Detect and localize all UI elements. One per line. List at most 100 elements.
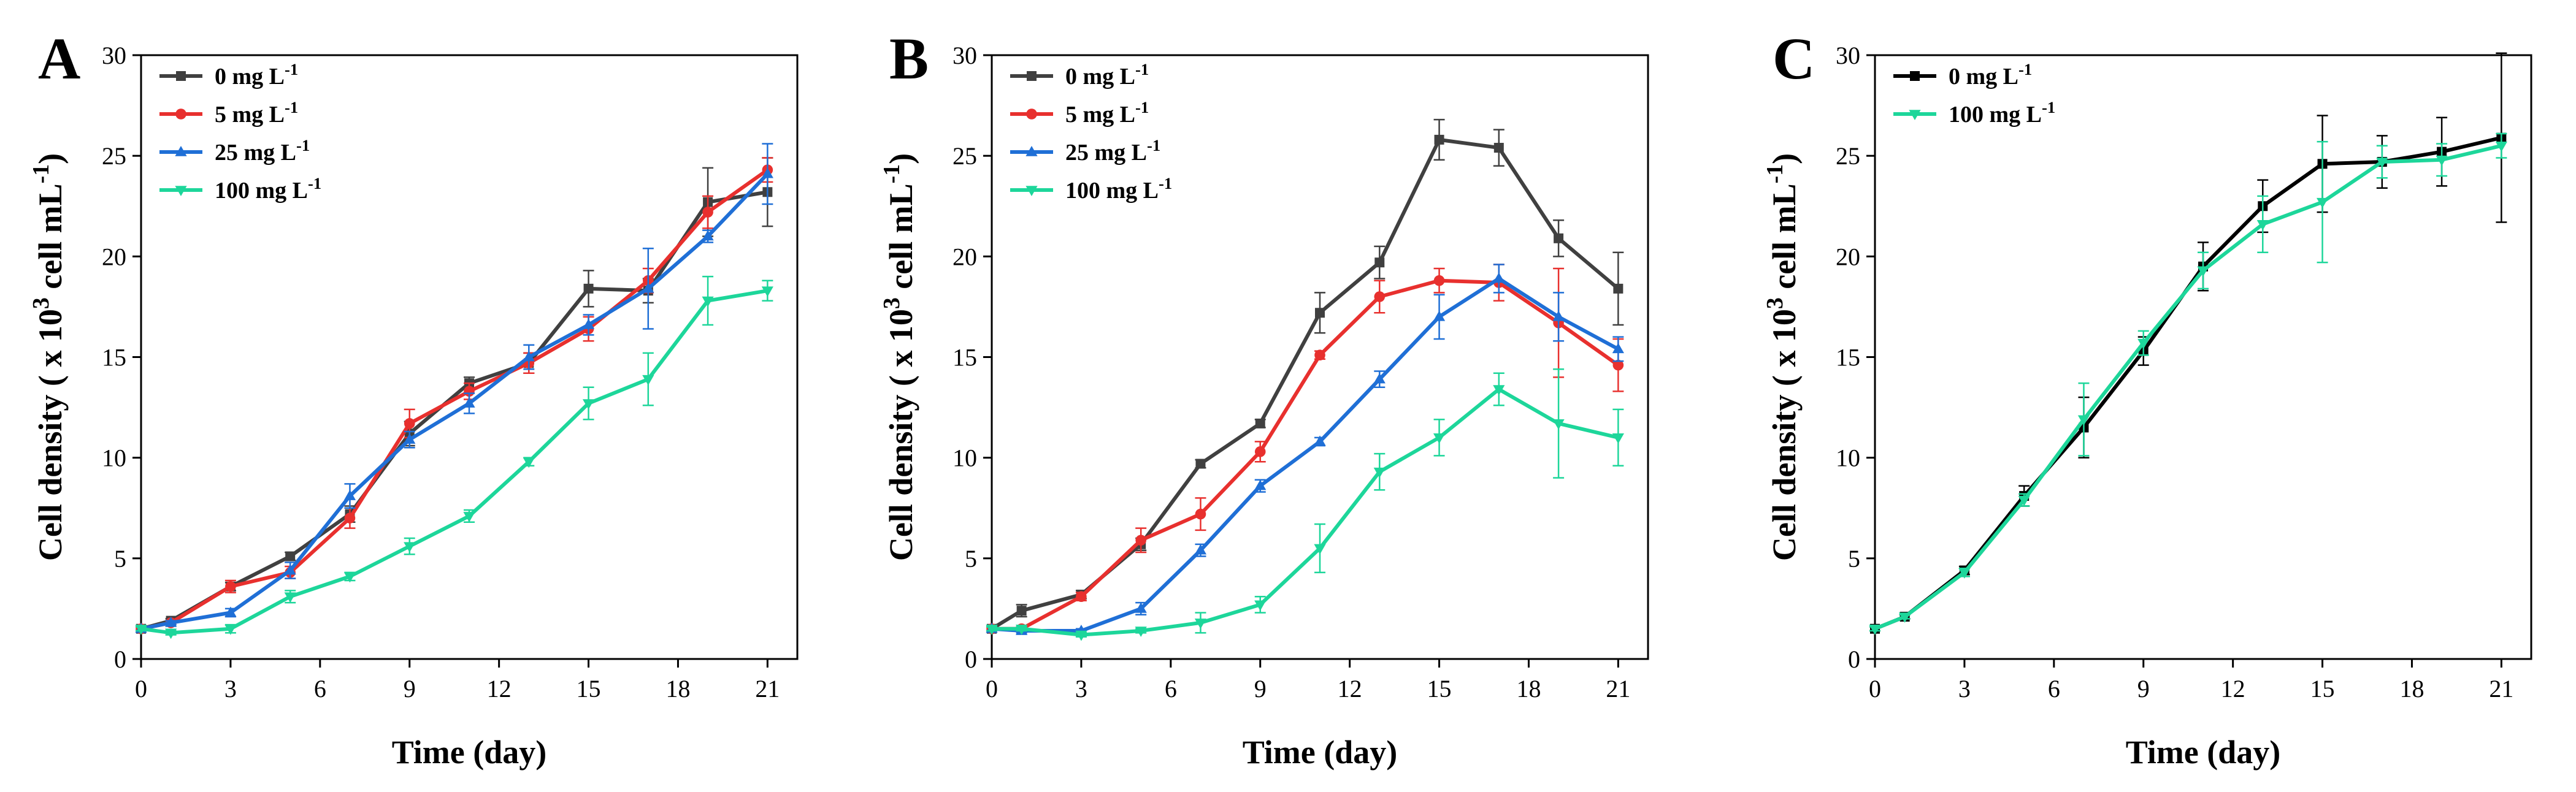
data-point	[2137, 338, 2150, 349]
legend-marker	[1025, 146, 1038, 156]
legend-marker	[1909, 110, 1921, 120]
y-tick-label: 5	[965, 545, 977, 573]
data-point	[1869, 624, 1881, 635]
legend-marker	[1025, 186, 1038, 196]
data-point	[1254, 479, 1267, 490]
y-tick-label: 5	[114, 545, 126, 573]
data-point	[1493, 272, 1505, 283]
data-point	[225, 581, 236, 592]
data-point	[642, 282, 654, 293]
legend-label: 100 mg L-1	[1949, 98, 2055, 128]
data-point	[165, 616, 177, 627]
y-tick-label: 20	[102, 243, 126, 270]
y-tick-label: 15	[953, 344, 977, 371]
panel-a: A 0 3 6 9 12 15 18 21 0 5 10 15 20 25 30 Time (day) Cell …	[28, 26, 799, 771]
data-point	[2495, 141, 2507, 152]
y-tick-label: 30	[953, 42, 977, 69]
data-point	[284, 592, 296, 603]
data-point	[1314, 544, 1326, 555]
data-point	[2256, 220, 2269, 230]
panel-letter: A	[38, 26, 80, 91]
data-point	[1076, 591, 1087, 603]
x-tick-label: 18	[1516, 675, 1541, 703]
series-line	[140, 168, 769, 631]
data-point	[1194, 544, 1207, 555]
data-point	[1612, 359, 1624, 371]
data-point	[1135, 626, 1147, 638]
data-point	[583, 283, 594, 294]
data-point	[1554, 233, 1564, 243]
data-point	[1612, 433, 1624, 444]
x-tick-label: 9	[1254, 675, 1267, 703]
series-line	[140, 172, 769, 631]
data-point	[1135, 602, 1147, 613]
series-100-mg-l	[986, 368, 1624, 641]
legend-label: 100 mg L-1	[1065, 174, 1172, 204]
y-tick-label: 10	[1836, 444, 1860, 472]
series-25-mg-l	[986, 264, 1624, 635]
x-tick-label: 3	[1958, 675, 1971, 703]
x-tick-label: 21	[1606, 675, 1630, 703]
data-point	[1016, 606, 1027, 616]
y-axis-label: Cell density ( x 103 cell mL-1)	[879, 153, 919, 561]
data-point	[1899, 612, 1911, 623]
y-tick-label: 30	[102, 42, 126, 69]
data-point	[404, 542, 416, 553]
data-point	[1493, 143, 1504, 153]
data-point	[1373, 373, 1386, 384]
y-axis-label-group: Cell density ( x 103 cell mL-1)	[1762, 153, 1803, 561]
legend: 0 mg L-1 100 mg L-1	[1893, 60, 2055, 128]
data-point	[523, 457, 535, 468]
y-tick-label: 20	[1836, 243, 1860, 270]
x-tick-label: 3	[224, 675, 237, 703]
data-point	[1373, 467, 1386, 478]
x-tick-label: 9	[2137, 675, 2150, 703]
data-point	[1075, 630, 1087, 641]
data-point	[404, 433, 416, 444]
data-point	[1194, 619, 1207, 629]
data-point	[702, 230, 714, 241]
y-tick-label: 0	[965, 645, 977, 673]
x-tick-label: 0	[135, 675, 147, 703]
y-axis-label: Cell density ( x 103 cell mL-1)	[1762, 153, 1803, 561]
series-line	[991, 276, 1619, 633]
data-point	[1314, 435, 1326, 446]
y-tick-label: 15	[102, 344, 126, 371]
series-line	[1874, 135, 2502, 631]
y-tick-label: 30	[1836, 42, 1860, 69]
data-point	[1314, 349, 1325, 361]
x-axis-label: Time (day)	[392, 734, 547, 771]
x-tick-label: 12	[1338, 675, 1362, 703]
legend-label: 5 mg L-1	[215, 98, 298, 128]
x-tick-label: 15	[577, 675, 601, 703]
data-point	[224, 606, 237, 617]
legend-label: 0 mg L-1	[1065, 60, 1149, 89]
legend-marker	[175, 109, 186, 120]
data-point	[986, 624, 998, 635]
x-tick-label: 9	[404, 675, 416, 703]
y-axis-label: Cell density ( x 103 cell mL-1)	[28, 153, 69, 561]
data-point	[1254, 600, 1267, 611]
panel-c: C 0 3 6 9 12 15 18 21 0 5 10 15 20 25 30 Time (day) Cell …	[1762, 26, 2532, 771]
series-line	[991, 137, 1620, 631]
data-point	[761, 167, 773, 178]
x-axis-label: Time (day)	[2126, 734, 2281, 771]
data-point	[2436, 155, 2448, 166]
data-point	[1135, 535, 1146, 546]
data-point	[1612, 343, 1624, 354]
y-tick-label: 25	[102, 142, 126, 170]
x-tick-label: 6	[2048, 675, 2060, 703]
data-point	[165, 628, 177, 639]
y-tick-label: 10	[953, 444, 977, 472]
y-axis-label-group: Cell density ( x 103 cell mL-1)	[879, 153, 919, 561]
data-point	[702, 207, 713, 218]
data-point	[404, 418, 415, 429]
panel-letter: B	[889, 26, 929, 91]
data-point	[463, 512, 475, 522]
x-tick-label: 6	[1165, 675, 1177, 703]
data-point	[1374, 257, 1385, 268]
x-tick-label: 15	[1427, 675, 1452, 703]
data-point	[1493, 385, 1505, 396]
data-point	[1315, 308, 1325, 318]
